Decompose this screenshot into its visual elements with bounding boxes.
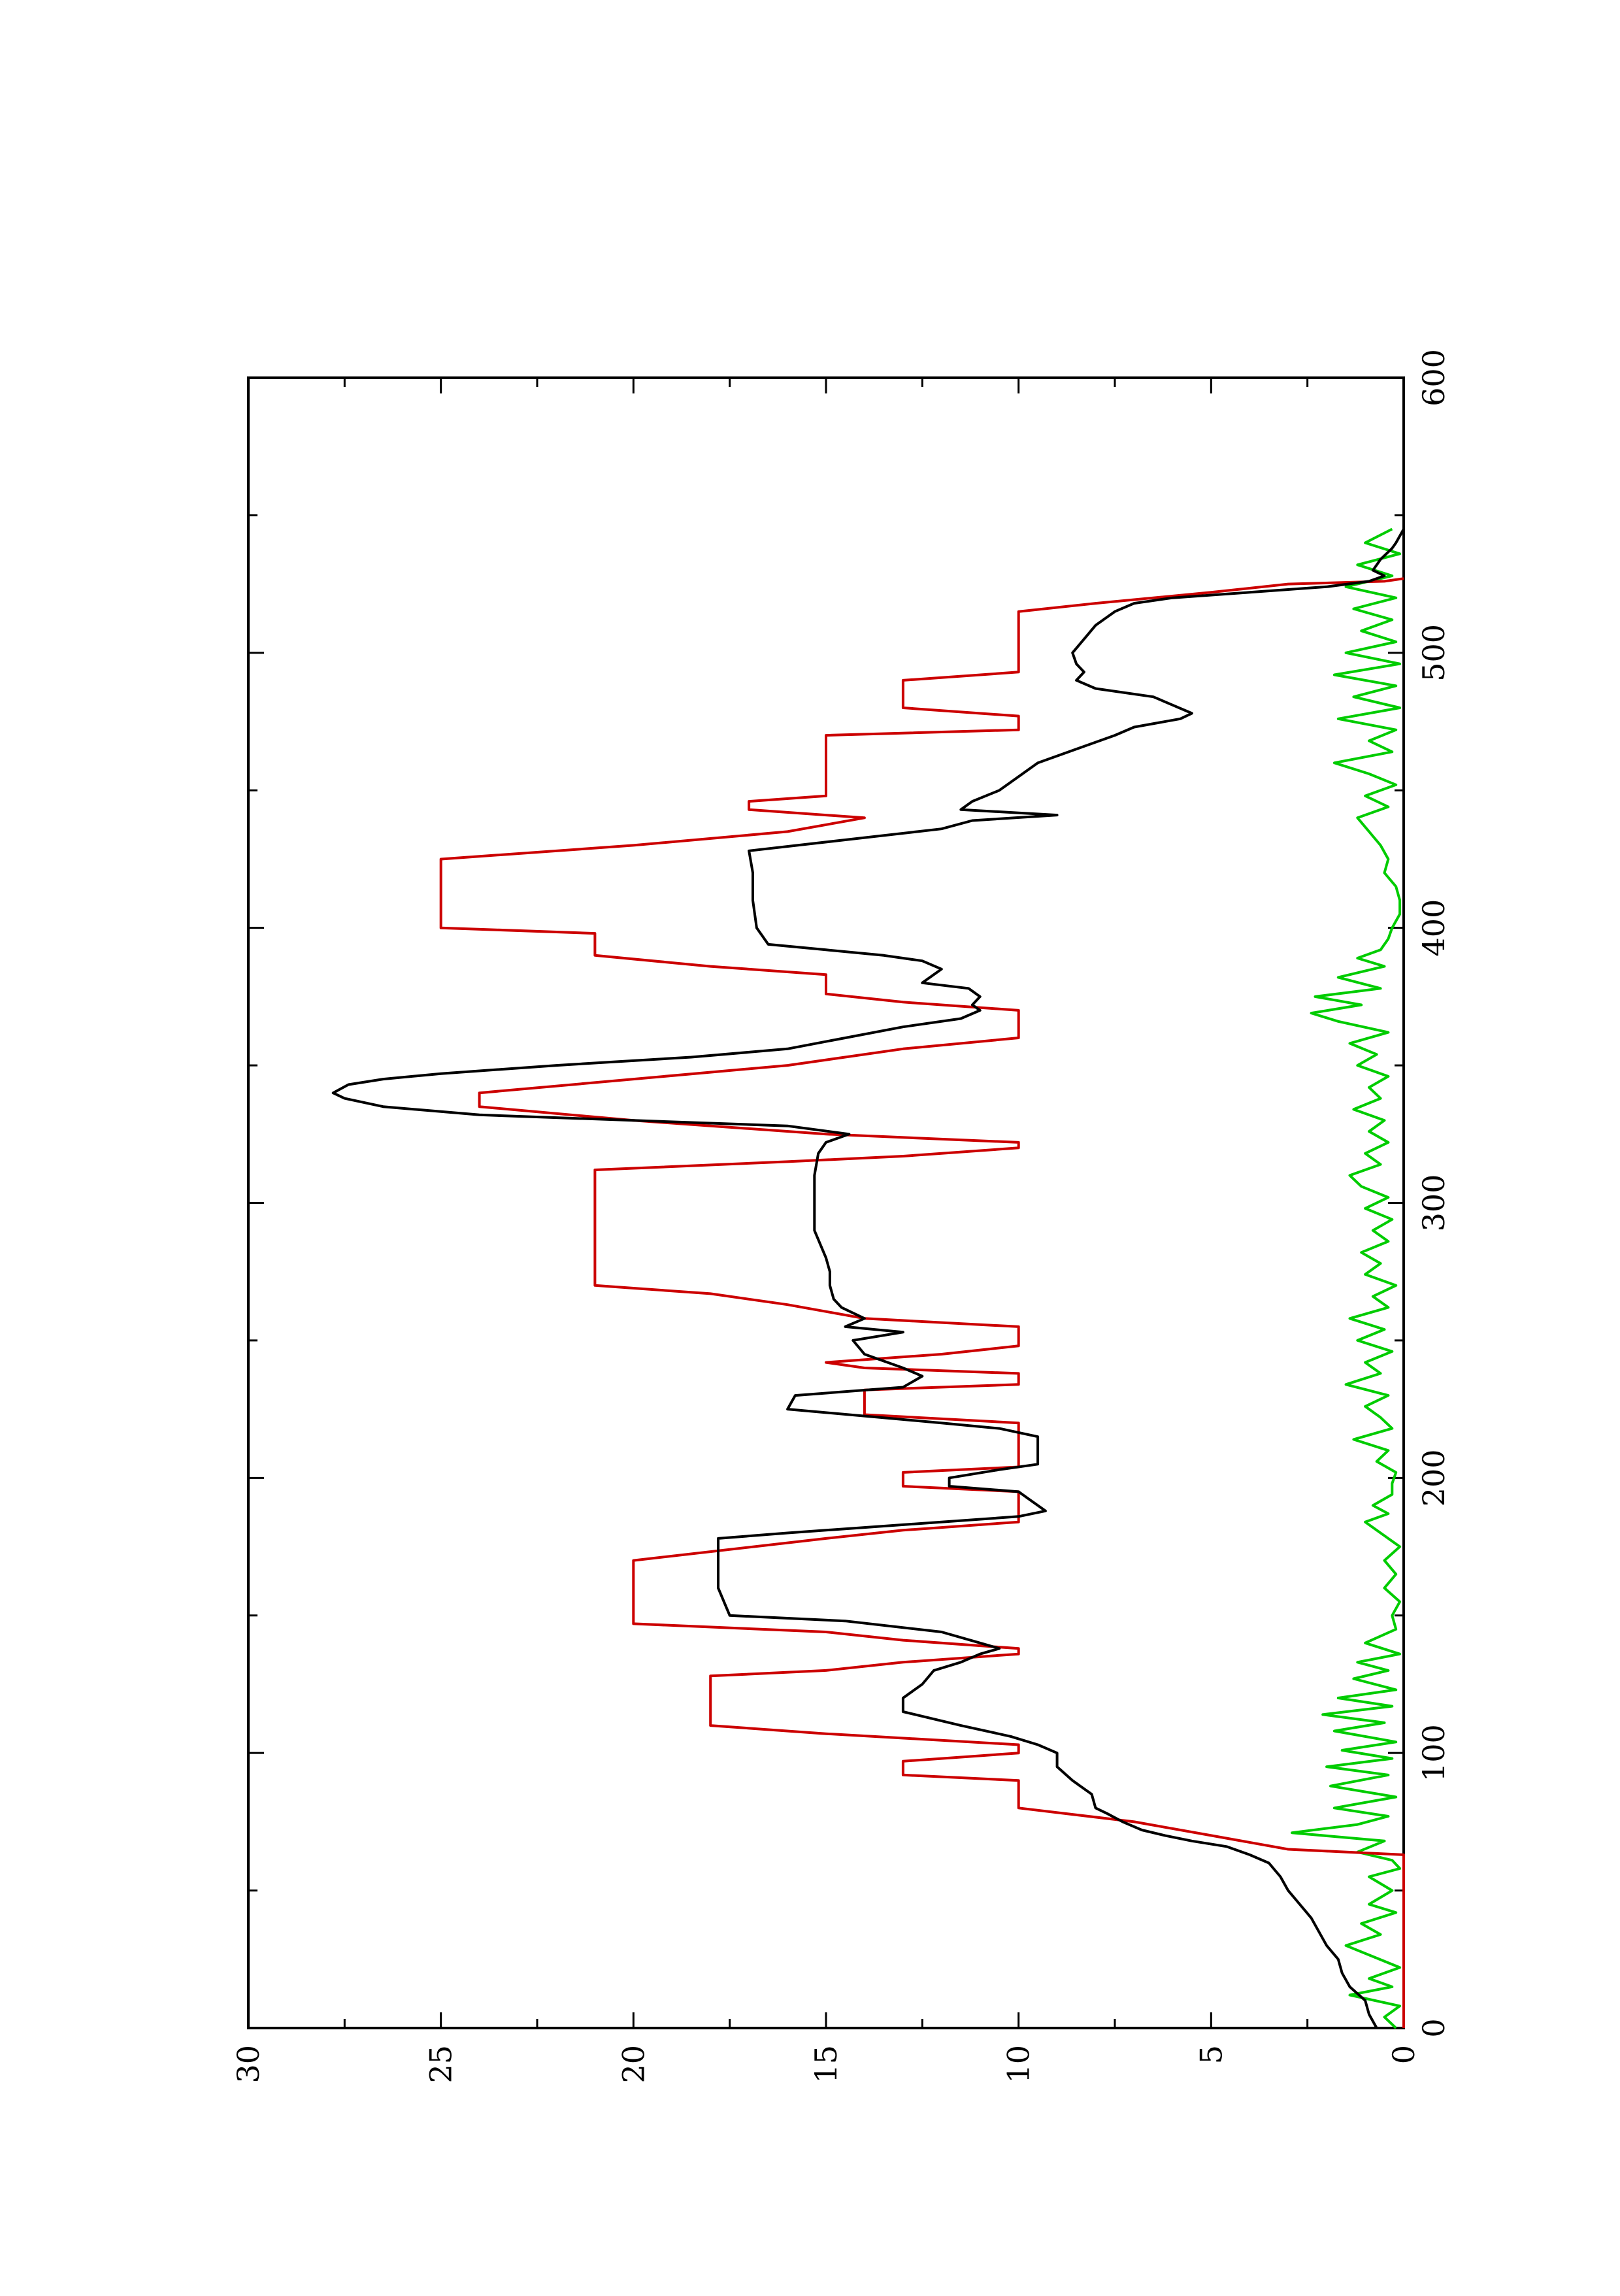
y-tick-label: 10 <box>1001 2045 1036 2084</box>
y-tick-label: 5 <box>1193 2045 1229 2064</box>
series-black-line <box>331 528 1405 2029</box>
x-tick-label: 0 <box>1416 2018 1451 2037</box>
x-tick-label: 500 <box>1416 624 1451 682</box>
series-green-line <box>1291 527 1402 2029</box>
series-lines <box>331 527 1405 2029</box>
x-tick-label: 600 <box>1416 349 1451 407</box>
y-tick-label: 15 <box>808 2045 844 2084</box>
x-tick-label: 400 <box>1416 899 1451 957</box>
x-tick-label: 300 <box>1416 1174 1451 1232</box>
x-tick-label: 200 <box>1416 1449 1451 1506</box>
plot-frame <box>247 376 1405 2029</box>
y-tick-label: 0 <box>1386 2045 1421 2064</box>
y-tick-label: 20 <box>616 2045 651 2084</box>
y-tick-label: 30 <box>231 2045 266 2084</box>
tick-labels: 0 100 200 300 400 500 600 0 5 10 15 20 25 30 <box>231 349 1451 2083</box>
y-tick-label: 25 <box>423 2045 459 2084</box>
series-red-line <box>439 577 1405 2028</box>
axis-ticks <box>247 376 1405 2029</box>
x-tick-label: 100 <box>1416 1724 1451 1782</box>
